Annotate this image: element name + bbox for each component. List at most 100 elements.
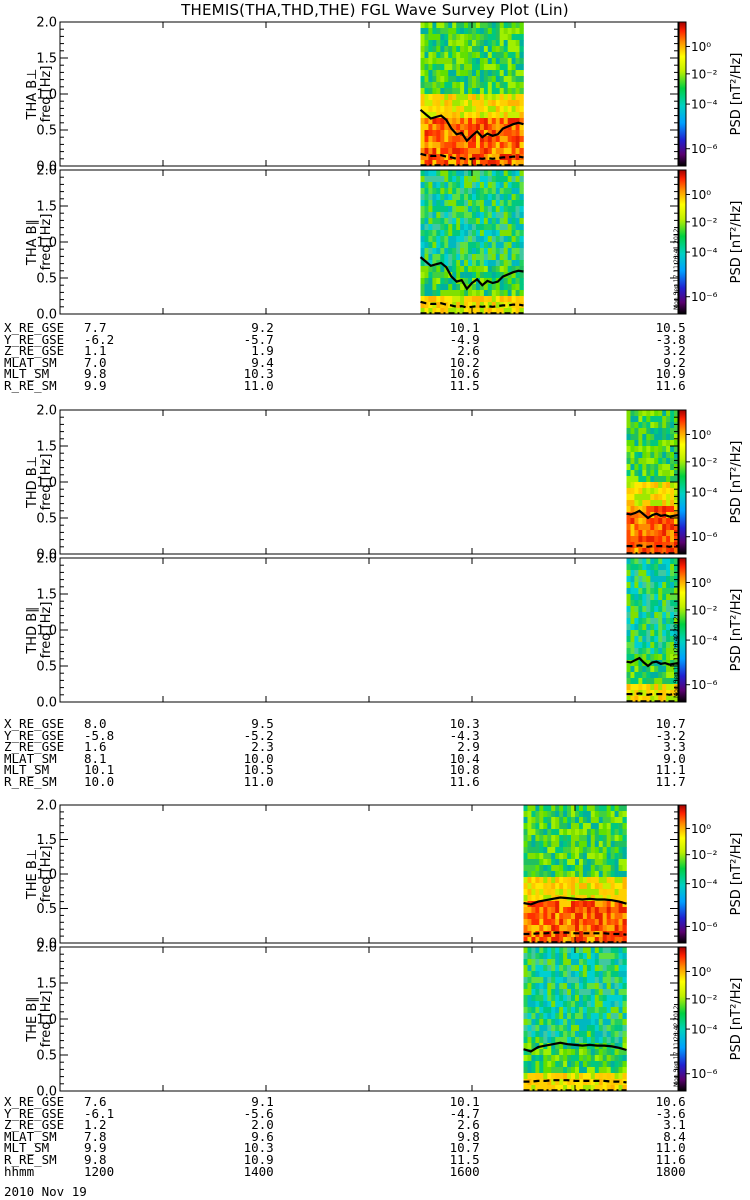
- ephemeris-value: 10.3: [449, 716, 480, 731]
- ephemeris-value: 1.6: [84, 739, 107, 755]
- colorbar-tick-label: 10⁰: [691, 576, 711, 590]
- ephemeris-value: 7.6: [84, 1094, 107, 1109]
- ephemeris-row: Z_RE_GSE 1.1 1.9 2.6 3.2: [0, 345, 750, 357]
- colorbar: 10⁰ 10⁻² 10⁻⁴ 10⁻⁶ PSD [nT²/Hz]: [678, 804, 744, 944]
- ephemeris-value: -4.3: [449, 727, 480, 743]
- ephemeris-value: 9.5: [251, 716, 274, 731]
- ephemeris-label: MLT_SM: [4, 1140, 50, 1156]
- y-tick-label: 0.0: [36, 548, 57, 563]
- ephemeris-row: R_RE_SM 9.8 10.9 11.5 11.6: [0, 1151, 750, 1167]
- colorbar-tick-label: 10⁰: [691, 40, 711, 54]
- ephemeris-value: 1200: [84, 1163, 115, 1179]
- y-tick-label: 1.5: [36, 588, 57, 603]
- ephemeris-value: 11.0: [243, 377, 274, 393]
- ephemeris-value: 7.7: [84, 320, 107, 335]
- colorbar-tick-label: 10⁻²: [691, 67, 718, 81]
- panel-frame: [59, 169, 679, 315]
- spectrogram: [626, 410, 679, 555]
- fce-curve: [419, 256, 524, 291]
- ephemeris-row: R_RE_SM 10.0 11.0 11.6 11.7: [0, 773, 750, 789]
- y-tick-label: 1.5: [36, 977, 57, 992]
- colorbar: 10⁰ 10⁻² 10⁻⁴ 10⁻⁶ PSD [nT²/Hz] Mon Sep 17 11…: [673, 169, 744, 315]
- colorbar: 10⁰ 10⁻² 10⁻⁴ 10⁻⁶ PSD [nT²/Hz] Mon Sep 17 11…: [673, 557, 744, 703]
- ephemeris-label: MLT_SM: [4, 366, 50, 382]
- ephemeris-value: 2.3: [251, 739, 274, 755]
- ephemeris-value: 10.6: [655, 1094, 686, 1109]
- ephemeris-value: 10.7: [655, 716, 686, 731]
- y-tick-label: 1.0: [36, 88, 57, 103]
- ephemeris-label: Z_RE_GSE: [4, 739, 65, 755]
- colorbar: 10⁰ 10⁻² 10⁻⁴ 10⁻⁶ PSD [nT²/Hz]: [678, 409, 744, 555]
- ephemeris-value: 10.1: [449, 1094, 480, 1109]
- colorbar-tick-label: 10⁻⁶: [691, 678, 718, 692]
- colorbar-tick-label: 10⁻⁴: [691, 877, 718, 891]
- ephemeris-block: X_RE_GSE 7.7 9.2 10.1 10.5 Y_RE_GSE -6.2 -5.7 -4…: [0, 320, 750, 393]
- timestamp-label: Mon Sep 17 11:26:41 2012: [673, 228, 680, 310]
- y-tick-label: 1.0: [36, 476, 57, 491]
- plot-title: THEMIS(THA,THD,THE) FGL Wave Survey Plot…: [181, 1, 569, 19]
- colorbar-tick-label: 10⁰: [691, 822, 711, 836]
- ephemeris-row: hhmm 1200 1400 1600 1800: [0, 1163, 750, 1179]
- y-axis-label: freq [Hz]: [39, 991, 54, 1048]
- colorbar-label: PSD [nT²/Hz]: [729, 978, 744, 1061]
- colorbar-tick-label: 10⁻⁶: [691, 530, 718, 544]
- timestamp-label: Mon Sep 17 11:26:42 2012: [673, 616, 680, 698]
- ephemeris-label: R_RE_SM: [4, 773, 57, 789]
- ephemeris-value: -5.7: [243, 331, 274, 347]
- ephemeris-value: 11.7: [655, 773, 686, 789]
- y-tick-label: 1.5: [36, 833, 57, 848]
- ephemeris-row: Z_RE_GSE 1.6 2.3 2.9 3.3: [0, 741, 750, 753]
- colorbar-tick-label: 10⁻⁴: [691, 246, 718, 260]
- y-tick-label: 1.0: [36, 624, 57, 639]
- y-tick-label: 1.0: [36, 1013, 57, 1028]
- ephemeris-row: MLT_SM 9.9 10.3 10.7 11.0: [0, 1142, 750, 1154]
- fce-tenth-curve: [626, 544, 678, 548]
- ephemeris-value: 2.9: [457, 739, 480, 755]
- ephemeris-value: 2.0: [251, 1117, 274, 1133]
- y-tick-label: 2.0: [36, 164, 57, 179]
- panel-name-label: THD B∥: [25, 606, 40, 654]
- y-tick-label: 0.0: [36, 1085, 57, 1100]
- colorbar-tick-label: 10⁻⁶: [691, 290, 718, 304]
- panel-name-label: THE B∥: [25, 996, 40, 1042]
- ephemeris-value: 10.5: [655, 320, 686, 335]
- ephemeris-value: 10.2: [449, 354, 480, 370]
- ephemeris-value: -6.1: [84, 1105, 115, 1121]
- colorbar-tick-label: 10⁻²: [691, 992, 718, 1006]
- panel-6: 0.0 0.5 1.0 1.5 2.0 THE B∥ freq [Hz] 10⁰ 10⁻² 10⁻…: [25, 941, 744, 1100]
- ephemeris-value: 1400: [243, 1163, 274, 1179]
- ephemeris-value: 8.4: [663, 1128, 686, 1144]
- colorbar-label: PSD [nT²/Hz]: [729, 201, 744, 284]
- ephemeris-row: MLT_SM 10.1 10.5 10.8 11.1: [0, 764, 750, 776]
- colorbar-label: PSD [nT²/Hz]: [729, 441, 744, 524]
- ephemeris-label: MLAT_SM: [4, 1128, 57, 1144]
- fce-curve: [626, 509, 679, 520]
- ephemeris-label: R_RE_SM: [4, 1151, 57, 1167]
- colorbar-tick-label: 10⁻⁶: [691, 142, 718, 156]
- ephemeris-value: 10.3: [243, 366, 274, 382]
- ephemeris-label: MLAT_SM: [4, 750, 57, 766]
- spectrogram: [420, 170, 524, 315]
- ephemeris-label: Y_RE_GSE: [4, 727, 65, 743]
- ephemeris-label: Z_RE_GSE: [4, 343, 65, 359]
- panel-name-label: THE B⊥: [25, 849, 40, 900]
- colorbar-tick-label: 10⁻⁶: [691, 920, 718, 934]
- ephemeris-value: 9.1: [251, 1094, 274, 1109]
- fce-curve: [626, 656, 679, 668]
- ephemeris-value: 9.9: [84, 377, 107, 393]
- panel-3: 0.0 0.5 1.0 1.5 2.0 THD B⊥ freq [Hz] 10⁰ 10⁻² 10⁻…: [25, 404, 744, 563]
- colorbar-label: PSD [nT²/Hz]: [729, 833, 744, 916]
- colorbar-tick-label: 10⁻²: [691, 215, 718, 229]
- spectrogram: [523, 947, 627, 1092]
- panel-4: 0.0 0.5 1.0 1.5 2.0 THD B∥ freq [Hz] 10⁰ 10⁻² 10⁻…: [25, 552, 744, 711]
- y-tick-label: 1.5: [36, 440, 57, 455]
- ephemeris-row: Y_RE_GSE -6.2 -5.7 -4.9 -3.8: [0, 331, 750, 347]
- ephemeris-value: 2.6: [457, 343, 480, 359]
- ephemeris-label: X_RE_GSE: [4, 1094, 65, 1109]
- colorbar-tick-label: 10⁰: [691, 965, 711, 979]
- panel-2: 0.0 0.5 1.0 1.5 2.0 THA B∥ freq [Hz] 10⁰ 10⁻² 10⁻…: [25, 164, 744, 323]
- ephemeris-row: Z_RE_GSE 1.2 2.0 2.6 3.1: [0, 1119, 750, 1131]
- ephemeris-value: 10.6: [449, 366, 480, 382]
- ephemeris-value: 9.8: [84, 1151, 107, 1167]
- ephemeris-value: 11.5: [449, 1151, 480, 1167]
